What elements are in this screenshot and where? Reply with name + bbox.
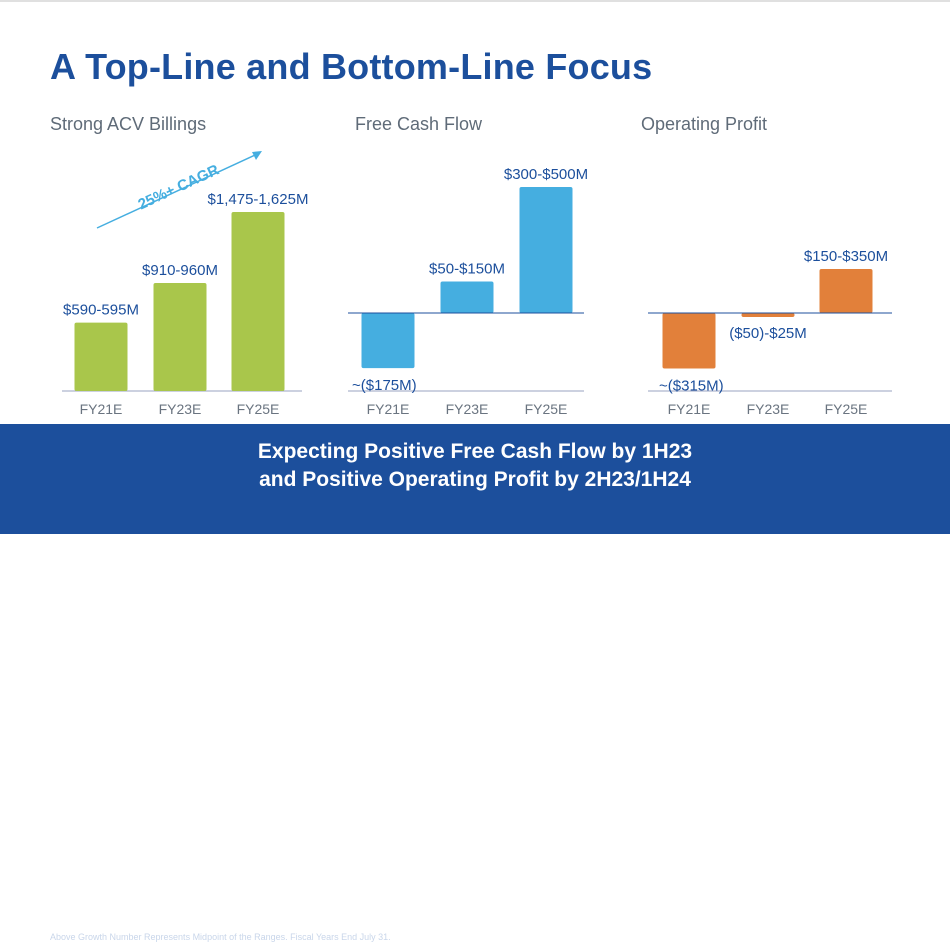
data-label: $300-$500M	[504, 166, 588, 183]
cagr-arrow-head	[252, 151, 262, 160]
banner-line-1: Expecting Positive Free Cash Flow by 1H2…	[257, 440, 693, 463]
bar-fy23e	[741, 313, 795, 317]
bar-fy23e	[153, 283, 207, 391]
tick-label: FY23E	[446, 401, 489, 417]
op-chart-title: Operating Profit	[641, 114, 768, 134]
bar-fy21e	[74, 322, 128, 391]
bar-fy23e	[440, 281, 494, 313]
bar-fy21e	[662, 313, 716, 369]
tick-label: FY23E	[747, 401, 790, 417]
tick-label: FY21E	[668, 401, 711, 417]
cagr-arrow-line	[96, 154, 256, 229]
bar-fy25e	[519, 187, 573, 313]
tick-label: FY23E	[159, 401, 202, 417]
tick-label: FY21E	[367, 401, 410, 417]
data-label: $1,475-1,625M	[208, 191, 309, 208]
bar-fy25e	[231, 212, 285, 391]
conclusion-banner: Expecting Positive Free Cash Flow by 1H2…	[0, 424, 950, 942]
data-label: ~($315M)	[659, 377, 724, 394]
data-label: ~($175M)	[352, 377, 417, 394]
cagr-mask	[118, 134, 225, 209]
data-label: $150-$350M	[804, 248, 888, 265]
bar-fy21e	[361, 313, 415, 369]
fcf-chart-title: Free Cash Flow	[355, 114, 483, 134]
tick-label: FY25E	[237, 401, 280, 417]
banner-line-2: and Positive Operating Profit by 2H23/1H…	[259, 468, 691, 491]
data-label: $590-595M	[63, 302, 139, 319]
data-label: $50-$150M	[429, 261, 505, 278]
data-label: ($50)-$25M	[729, 325, 807, 342]
bar-charts: $590-595M FY21E $910-960M FY23E $1,475-1,625…	[62, 134, 892, 417]
footnote: Above Growth Number Represents Midpoint …	[50, 932, 391, 942]
tick-label: FY25E	[525, 401, 568, 417]
slide-title: A Top-Line and Bottom-Line Focus	[50, 46, 653, 87]
top-border	[0, 0, 950, 2]
acv-chart-title: Strong ACV Billings	[50, 114, 207, 134]
tick-label: FY25E	[825, 401, 868, 417]
bar-fy25e	[819, 269, 873, 313]
tick-label: FY21E	[80, 401, 123, 417]
data-label: $910-960M	[142, 262, 218, 279]
